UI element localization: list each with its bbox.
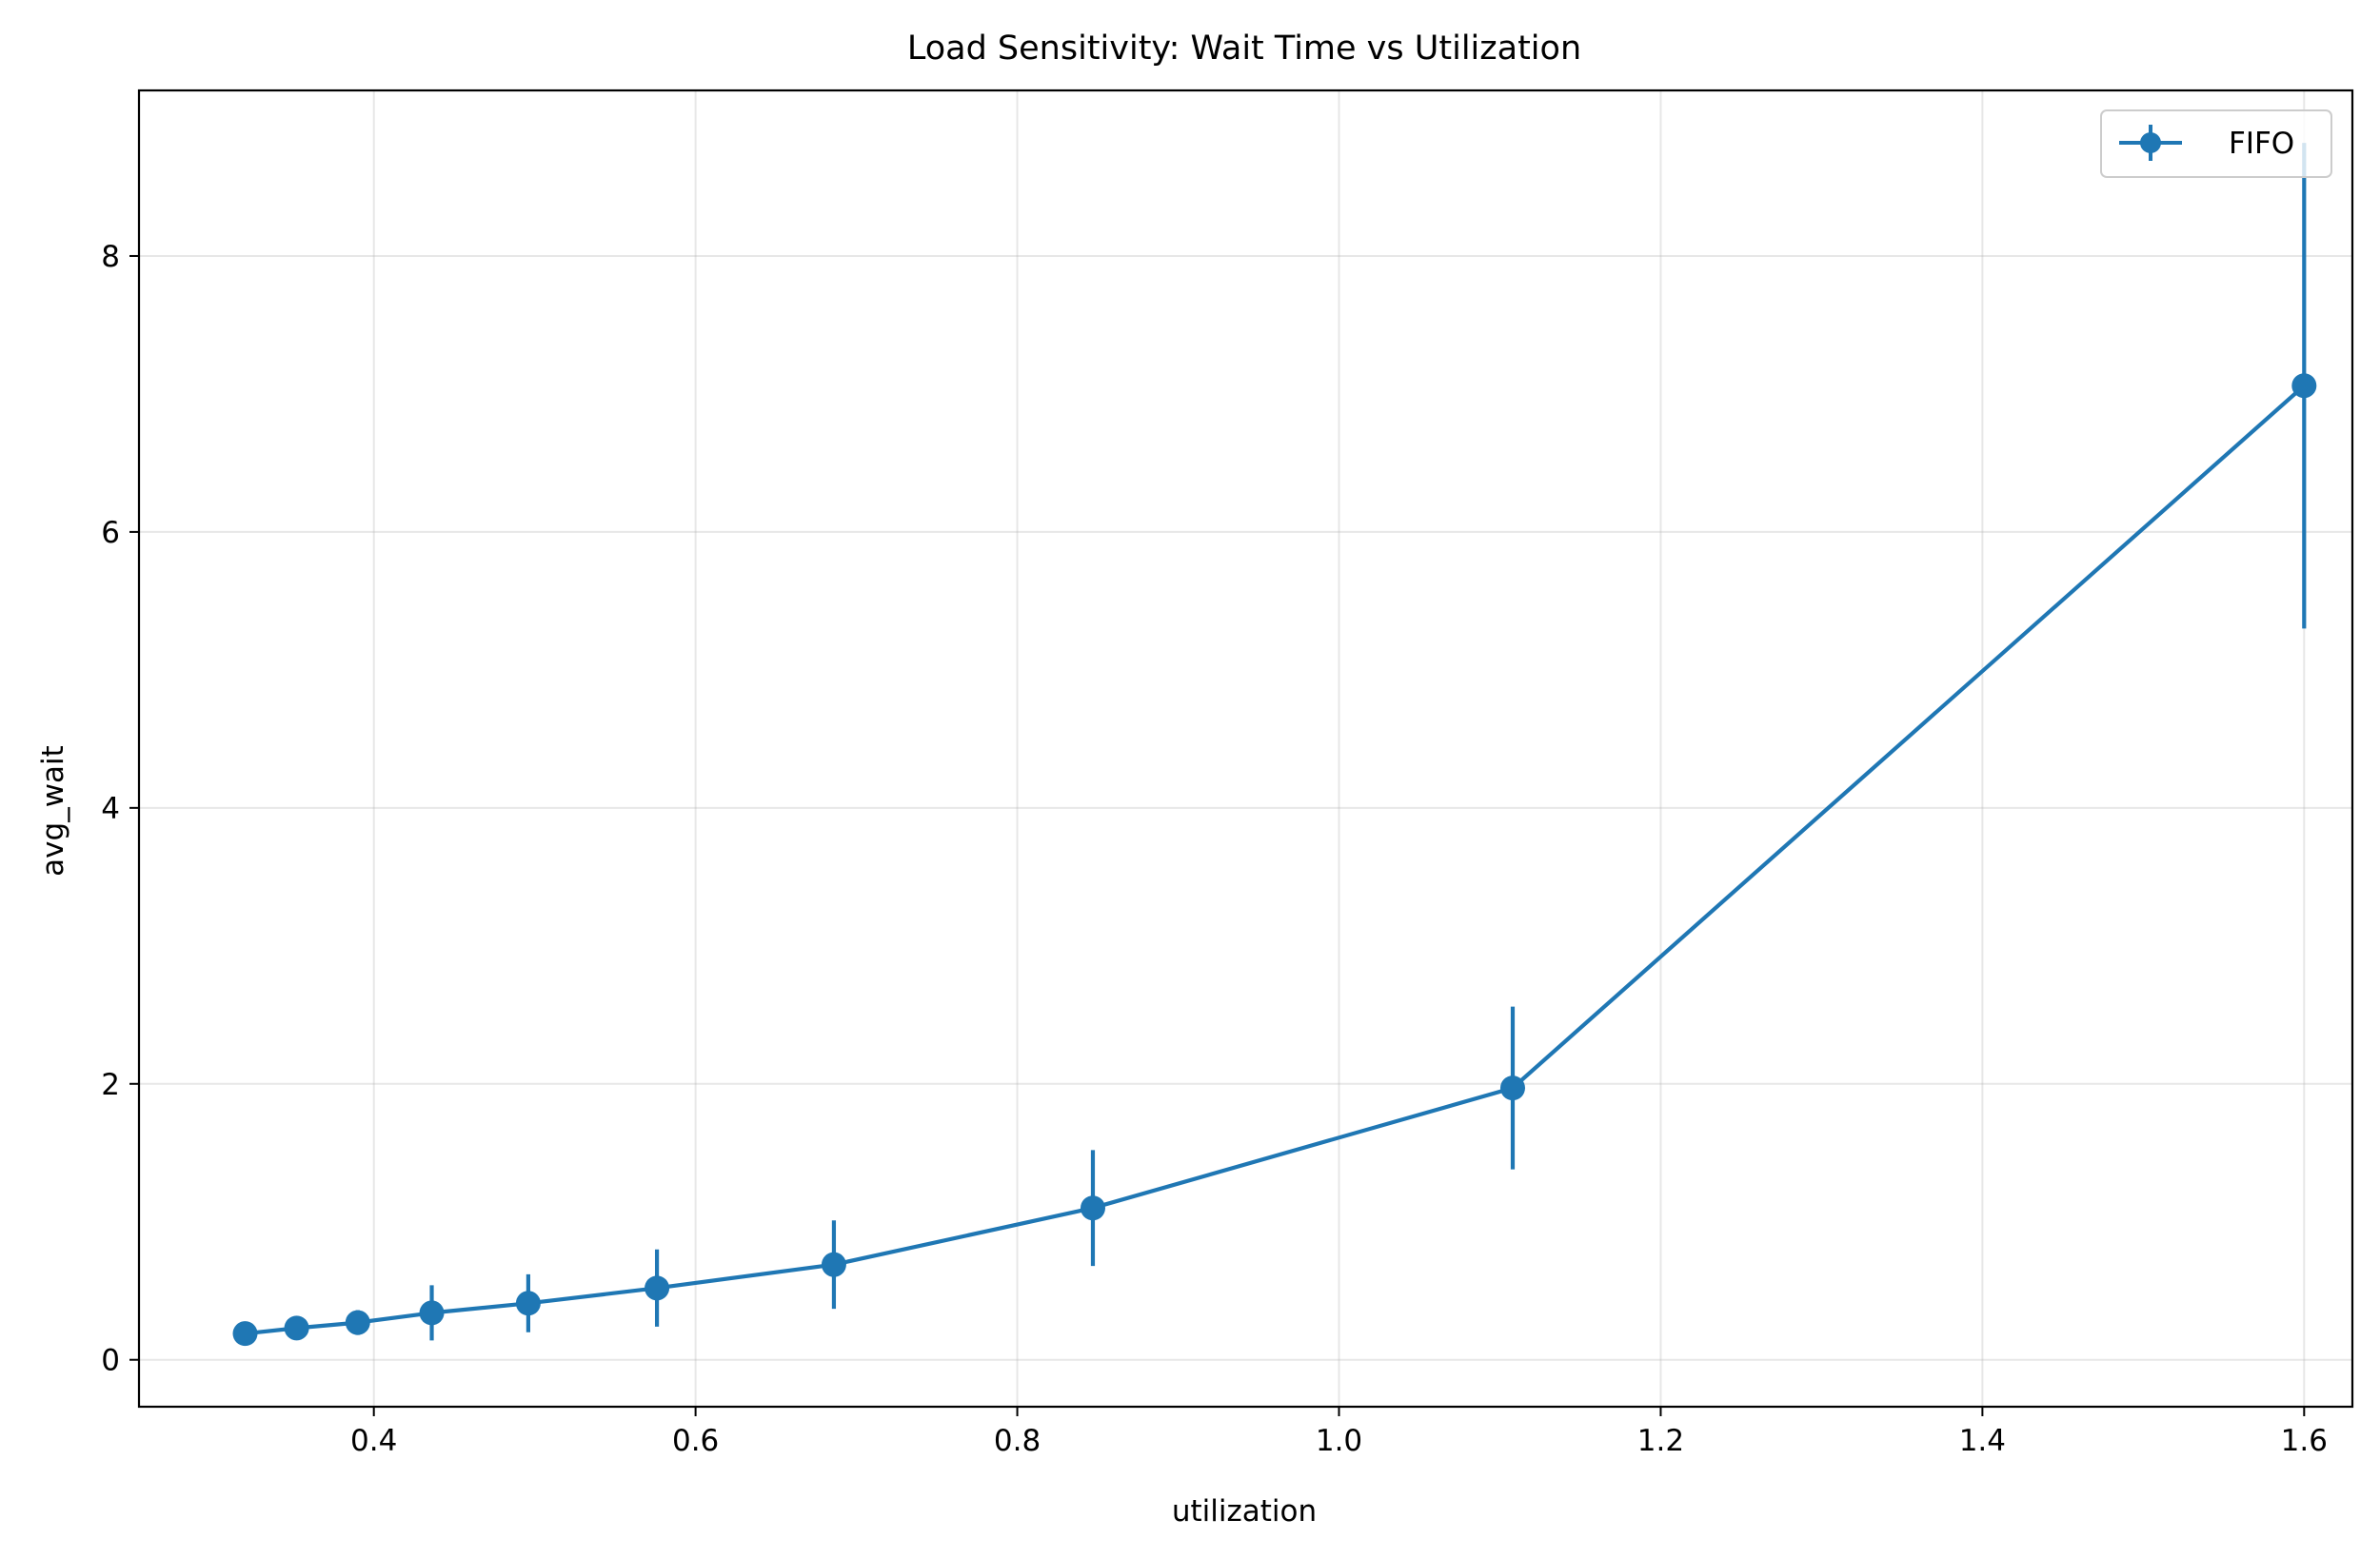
x-axis-label: utilization: [1172, 1494, 1317, 1529]
data-point: [284, 1315, 309, 1341]
x-tick-label: 1.4: [1959, 1424, 2006, 1458]
x-tick-label: 1.2: [1637, 1424, 1684, 1458]
grid: [139, 90, 2352, 1407]
series-layer: [232, 143, 2317, 1347]
x-tick-label: 1.6: [2281, 1424, 2328, 1458]
plot-area-frame: [137, 89, 2354, 1409]
data-point: [821, 1252, 846, 1277]
data-point: [2291, 373, 2317, 399]
x-tick-label: 0.6: [672, 1424, 719, 1458]
data-point: [419, 1300, 445, 1326]
series-line-fifo: [245, 384, 2306, 1336]
data-point: [515, 1291, 541, 1316]
x-tick-label: 1.0: [1316, 1424, 1362, 1458]
axis-ticks: 0.4 0.6 0.8 1.0 1.2 1.4 1.6 0 2 4 6 8: [101, 240, 2328, 1458]
x-tick-label: 0.8: [994, 1424, 1041, 1458]
y-tick-label: 0: [101, 1344, 120, 1378]
legend: FIFO: [2100, 109, 2332, 178]
y-tick-label: 4: [101, 792, 120, 826]
legend-label-fifo: FIFO: [2229, 127, 2294, 161]
x-tick-label: 0.4: [350, 1424, 397, 1458]
chart-title: Load Sensitivity: Wait Time vs Utilizati…: [907, 30, 1581, 68]
y-tick-label: 2: [101, 1068, 120, 1102]
data-point: [1499, 1076, 1525, 1101]
data-point: [345, 1310, 370, 1335]
y-tick-label: 6: [101, 516, 120, 550]
legend-box: [2100, 109, 2332, 178]
legend-marker-swatch: [2140, 132, 2161, 153]
data-point: [232, 1321, 258, 1347]
y-tick-label: 8: [101, 240, 120, 274]
data-point: [1080, 1195, 1105, 1221]
data-point: [645, 1275, 670, 1301]
y-axis-label: avg_wait: [36, 745, 70, 877]
